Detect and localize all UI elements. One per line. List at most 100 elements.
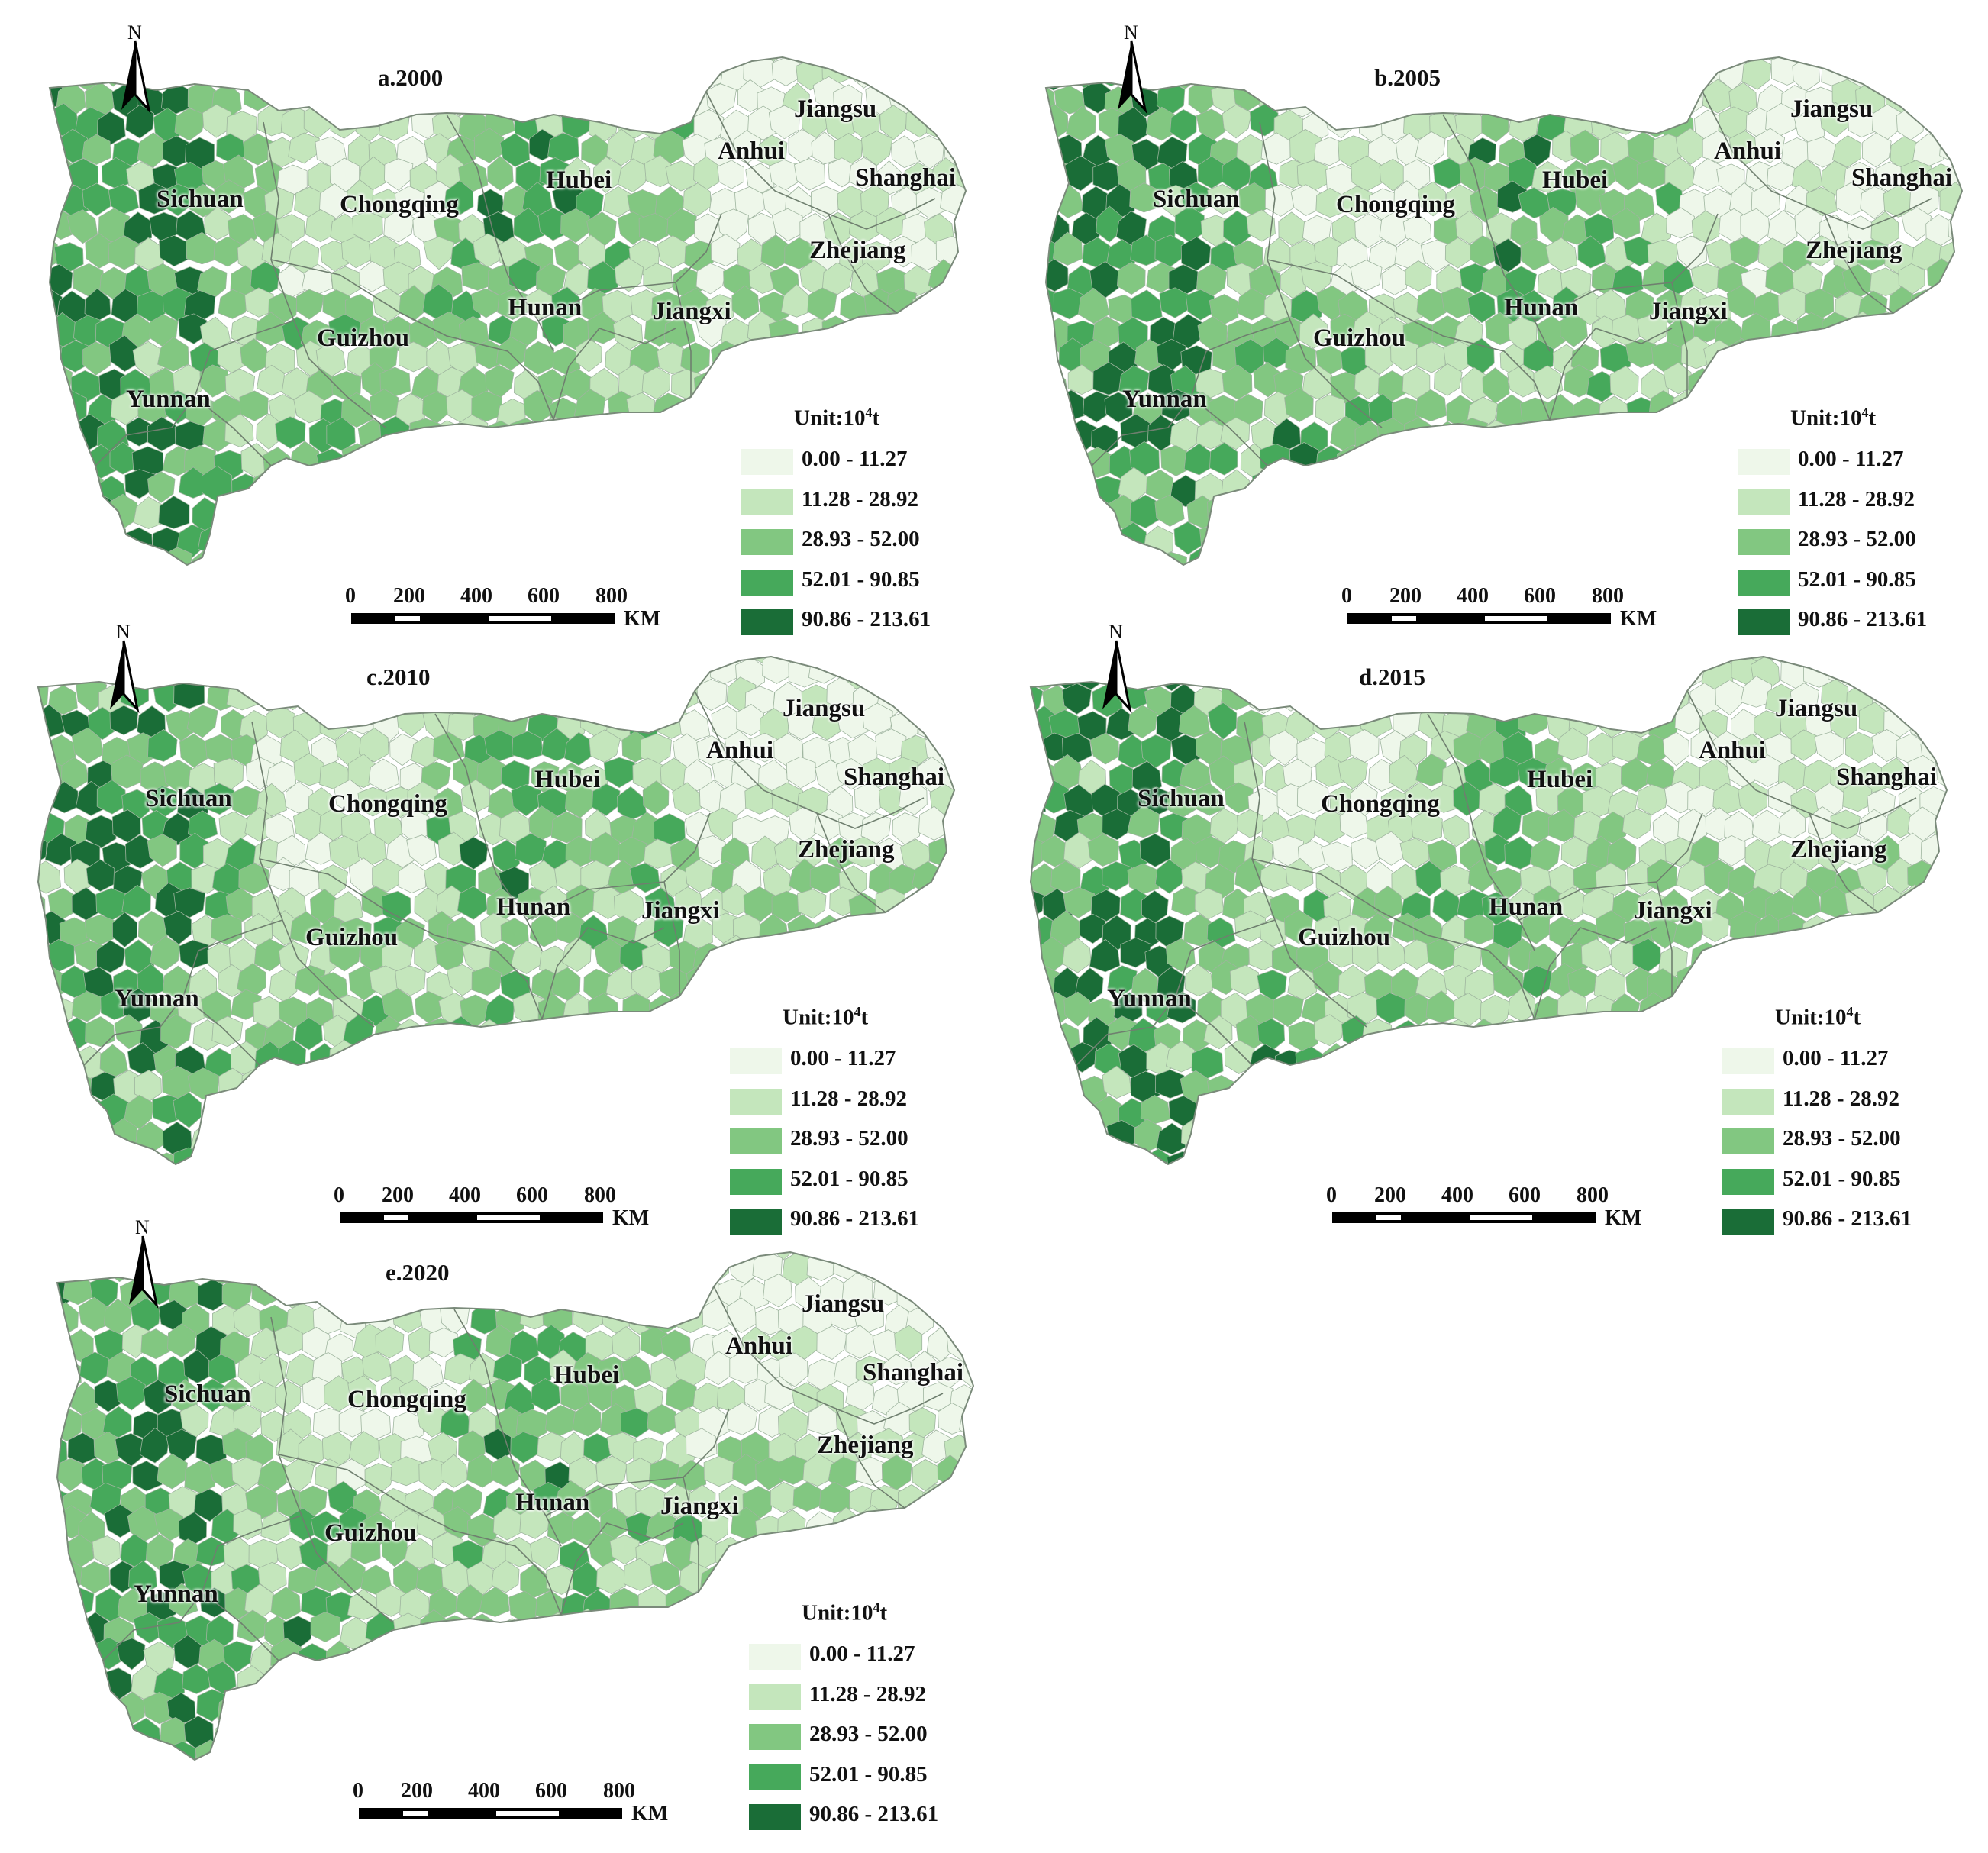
county-cell (310, 527, 339, 561)
county-cell (358, 657, 386, 666)
county-cell (204, 783, 235, 815)
county-cell (1211, 548, 1238, 565)
county-cell (607, 1125, 639, 1161)
county-cell (1417, 552, 1447, 565)
county-cell (1886, 340, 1919, 376)
county-cell (240, 57, 273, 62)
county-cell (369, 388, 399, 421)
county-cell (1907, 754, 1938, 790)
county-cell (641, 366, 671, 400)
county-cell (1857, 912, 1886, 951)
county-cell (402, 1639, 431, 1673)
county-cell (1400, 657, 1431, 663)
county-cell (38, 1014, 66, 1049)
county-cell (1572, 57, 1604, 64)
county-cell (380, 1145, 411, 1164)
county-cell (1831, 916, 1860, 947)
county-cell (820, 365, 852, 399)
county-cell (1792, 657, 1822, 663)
county-cell (570, 684, 595, 715)
county-cell (692, 470, 725, 501)
county-cell (547, 445, 578, 480)
county-cell (509, 1689, 537, 1722)
county-cell (260, 1252, 289, 1283)
county-cell (373, 1742, 404, 1760)
legend-item: 52.01 - 90.85 (741, 567, 985, 596)
county-cell (1641, 57, 1671, 90)
county-cell (275, 1380, 302, 1415)
county-cell (481, 1744, 512, 1760)
county-cell (1295, 1151, 1326, 1164)
county-cell (406, 834, 437, 867)
province-label-jiangsu: Jiangsu (1790, 95, 1873, 123)
county-cell (533, 1638, 565, 1671)
county-cell (451, 1274, 483, 1308)
county-cell (1467, 497, 1498, 533)
county-cell (504, 1121, 532, 1154)
county-cell (1298, 657, 1330, 663)
county-cell (1874, 415, 1905, 450)
county-cell (1563, 364, 1595, 398)
county-cell (477, 57, 505, 67)
county-cell (489, 657, 520, 665)
county-cell (939, 964, 954, 997)
county-cell (708, 57, 738, 63)
county-cell (1426, 938, 1458, 970)
county-cell (1260, 657, 1290, 686)
county-cell (654, 1021, 684, 1052)
county-cell (1481, 105, 1509, 143)
legend-label: 0.00 - 11.27 (1783, 1046, 1889, 1070)
county-cell (116, 1638, 146, 1671)
county-cell (82, 1713, 110, 1748)
county-cell (1706, 57, 1735, 64)
county-cell (1571, 657, 1602, 686)
county-cell (528, 1019, 558, 1053)
county-cell (1015, 315, 1045, 346)
county-cell (1651, 1120, 1679, 1150)
province-label-hunan: Hunan (1504, 294, 1579, 321)
county-cell (1417, 1069, 1450, 1102)
county-cell (1000, 964, 1028, 996)
county-cell (215, 657, 247, 688)
county-cell (587, 1642, 620, 1674)
county-cell (525, 57, 557, 64)
county-cell (726, 1402, 758, 1435)
county-cell (523, 78, 552, 114)
county-cell (881, 1510, 913, 1540)
county-cell (1031, 867, 1033, 897)
province-label-jiangsu: Jiangsu (794, 95, 877, 123)
county-cell (290, 1119, 321, 1152)
county-cell (1881, 1014, 1910, 1048)
county-cell (1574, 547, 1607, 565)
county-cell (38, 831, 47, 865)
county-cell (444, 82, 475, 117)
county-cell (861, 657, 892, 683)
county-cell (715, 1252, 743, 1254)
county-cell (1054, 85, 1086, 115)
county-cell (1525, 1015, 1553, 1053)
county-cell (1263, 337, 1290, 369)
county-cell (1220, 57, 1252, 88)
province-label-jiangxi: Jiangxi (660, 1493, 739, 1520)
county-cell (1052, 1068, 1083, 1104)
county-cell (539, 1144, 570, 1164)
county-cell (173, 1252, 204, 1257)
county-cell (431, 1738, 461, 1760)
county-cell (1911, 289, 1939, 320)
county-cell (237, 658, 267, 692)
county-cell (315, 1716, 347, 1751)
county-cell (512, 59, 543, 91)
scale-bar-line (1332, 1212, 1596, 1223)
county-cell (703, 1455, 735, 1487)
county-cell (327, 1252, 359, 1257)
province-label-hubei: Hubei (1542, 166, 1609, 194)
province-label-chongqing: Chongqing (347, 1386, 466, 1413)
county-cell (38, 1064, 63, 1099)
county-cell (1784, 341, 1814, 379)
county-cell (241, 1121, 273, 1154)
county-cell (931, 939, 954, 973)
legend-swatch (1722, 1168, 1775, 1196)
county-cell (263, 1121, 294, 1158)
county-cell (702, 548, 731, 565)
county-cell (1063, 991, 1090, 1027)
